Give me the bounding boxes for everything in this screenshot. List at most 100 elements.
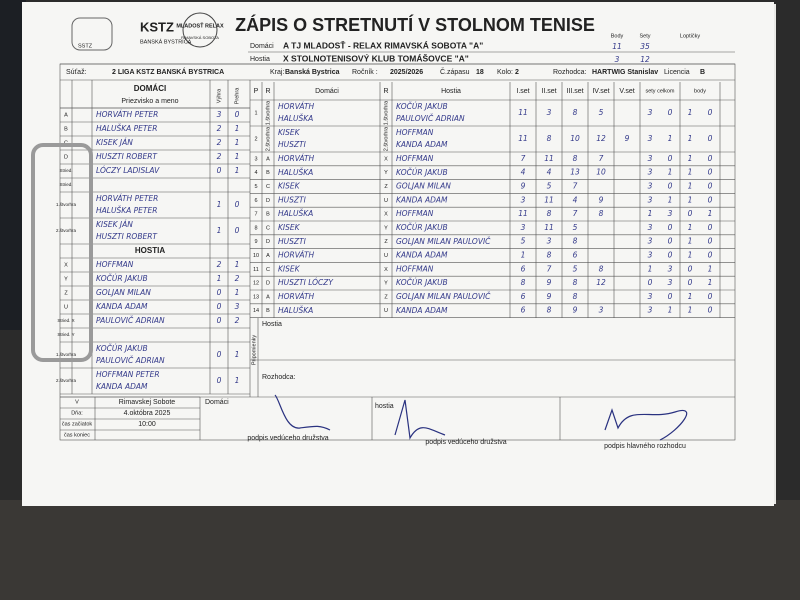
player-name: HUSZTI ROBERT bbox=[96, 232, 158, 241]
guest-player: KANDA ADAM bbox=[396, 251, 448, 260]
guest-player: KOČÚR JAKUB bbox=[396, 168, 448, 177]
player-wins: 0 bbox=[217, 376, 222, 385]
match-header: P bbox=[254, 88, 259, 95]
player-name: HORVÁTH PETER bbox=[96, 110, 158, 119]
logo-sstz: SSTZ bbox=[78, 43, 93, 49]
info-label: Č.zápasu bbox=[440, 67, 470, 76]
set-score: 7 bbox=[521, 154, 526, 163]
set-score: 8 bbox=[521, 278, 526, 287]
club-logo bbox=[182, 12, 218, 48]
place: Rimavskej Sobote bbox=[119, 399, 176, 406]
match-slot: Y bbox=[384, 225, 388, 231]
points: 0 bbox=[708, 154, 713, 163]
sets-total: 3 bbox=[648, 168, 653, 177]
date: 4.októbra 2025 bbox=[124, 410, 171, 417]
info-value: 2 bbox=[515, 69, 519, 76]
player-wins: 1 bbox=[217, 200, 222, 209]
player-losses: 0 bbox=[235, 110, 240, 119]
logo-frame bbox=[71, 17, 113, 51]
sets-total: 3 bbox=[648, 306, 653, 315]
sets-total: 0 bbox=[668, 154, 673, 163]
set-score: 9 bbox=[599, 195, 604, 204]
points: 1 bbox=[688, 182, 693, 191]
points: 1 bbox=[688, 134, 693, 143]
player-losses: 1 bbox=[235, 152, 240, 161]
set-score: 6 bbox=[521, 292, 526, 301]
home-player: HUSZTI LÓCZY bbox=[278, 278, 334, 287]
info-label: Licencia bbox=[664, 69, 690, 76]
player-name: KANDA ADAM bbox=[96, 302, 148, 311]
match-slot: X bbox=[384, 267, 388, 273]
set-score: 4 bbox=[547, 168, 552, 177]
match-number: 2 bbox=[254, 136, 257, 142]
match-slot: C bbox=[266, 184, 270, 190]
set-score: 8 bbox=[573, 278, 578, 287]
sets-total: 3 bbox=[648, 251, 653, 260]
match-slot: B bbox=[266, 308, 270, 314]
set-score: 8 bbox=[599, 209, 604, 218]
player-name: KOČÚR JAKUB bbox=[96, 274, 148, 283]
set-score: 6 bbox=[573, 251, 578, 260]
player-name: GOLJAN MILAN bbox=[96, 288, 151, 297]
match-slot: A bbox=[266, 294, 270, 300]
player-wins: 2 bbox=[217, 152, 222, 161]
sets-total: 0 bbox=[668, 292, 673, 301]
points: 0 bbox=[708, 251, 713, 260]
match-header: II.set bbox=[541, 88, 556, 95]
player-code: 1.štvorhra bbox=[56, 352, 77, 357]
set-score: 7 bbox=[573, 209, 578, 218]
set-score: 11 bbox=[544, 195, 554, 204]
home-player: KISEK bbox=[278, 128, 301, 137]
end-label: čas koniec bbox=[64, 432, 90, 438]
roster-header: Výhra bbox=[216, 88, 222, 103]
match-slot: Y bbox=[384, 170, 388, 176]
home-player: HALUŠKA bbox=[278, 209, 313, 218]
sets-total: 1 bbox=[668, 306, 673, 315]
set-score: 3 bbox=[599, 306, 604, 315]
set-score: 1 bbox=[521, 251, 526, 260]
home-signature-caption: podpis vedúceho družstva bbox=[247, 435, 328, 442]
points: 1 bbox=[688, 292, 693, 301]
player-name: PAULOVIČ ADRIAN bbox=[96, 356, 165, 365]
points: 0 bbox=[708, 292, 713, 301]
sets-total: 1 bbox=[668, 134, 673, 143]
sets-total: 1 bbox=[648, 264, 653, 273]
info-value: B bbox=[700, 69, 705, 76]
set-score: 8 bbox=[547, 306, 552, 315]
player-name: HALUŠKA PETER bbox=[96, 206, 157, 215]
player-wins: 0 bbox=[217, 302, 222, 311]
score-value: 11 bbox=[612, 42, 622, 51]
set-score: 8 bbox=[573, 108, 578, 117]
roster-header: Prehra bbox=[234, 87, 240, 104]
match-number: 3 bbox=[254, 156, 257, 162]
player-name: KISEK JÁN bbox=[96, 220, 133, 229]
guest-player: HOFFMAN bbox=[396, 264, 434, 273]
match-header: Domáci bbox=[315, 88, 339, 95]
match-number: 9 bbox=[254, 239, 257, 245]
match-slot: Z bbox=[384, 184, 388, 190]
binder-clip bbox=[31, 143, 93, 362]
player-code: 2.štvorhra bbox=[56, 378, 77, 383]
match-number: 12 bbox=[253, 281, 259, 287]
signature bbox=[604, 408, 688, 441]
set-score: 13 bbox=[570, 168, 580, 177]
set-score: 4 bbox=[573, 195, 578, 204]
player-losses: 1 bbox=[235, 124, 240, 133]
home-player: HORVÁTH bbox=[278, 292, 315, 301]
player-name: KOČÚR JAKUB bbox=[96, 344, 148, 353]
home-player: KISEK bbox=[278, 223, 301, 232]
guest-player: KOČÚR JAKUB bbox=[396, 102, 448, 111]
player-wins: 2 bbox=[217, 124, 222, 133]
match-number: 14 bbox=[253, 308, 259, 314]
player-code: 1.štvorhra bbox=[56, 202, 77, 207]
points: 0 bbox=[708, 306, 713, 315]
match-slot: 2.štvorhra bbox=[383, 126, 389, 151]
match-header: Hostia bbox=[441, 88, 461, 95]
guest-sign-label: hostia bbox=[375, 403, 394, 410]
set-score: 9 bbox=[625, 134, 630, 143]
set-score: 8 bbox=[547, 134, 552, 143]
match-number: 5 bbox=[254, 184, 257, 190]
sets-total: 3 bbox=[648, 292, 653, 301]
match-number: 8 bbox=[254, 225, 257, 231]
